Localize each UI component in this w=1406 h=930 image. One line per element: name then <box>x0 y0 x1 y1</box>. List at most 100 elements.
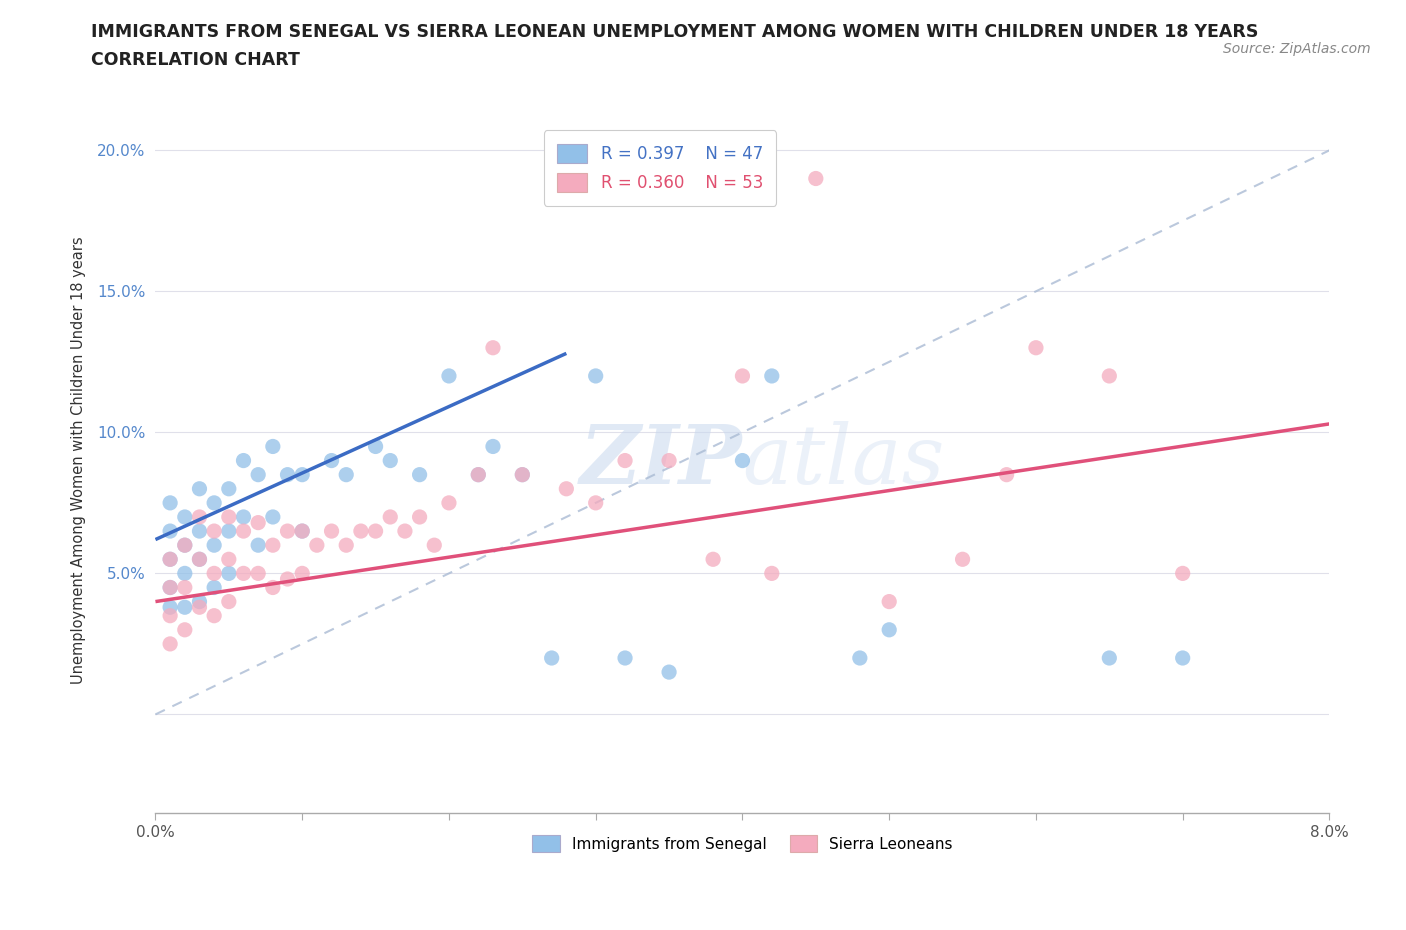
Point <box>291 524 314 538</box>
Point <box>173 510 195 525</box>
Text: Source: ZipAtlas.com: Source: ZipAtlas.com <box>1223 42 1371 56</box>
Point <box>408 467 430 482</box>
Point <box>159 600 181 615</box>
Text: atlas: atlas <box>742 420 945 500</box>
Point <box>232 566 254 581</box>
Point <box>380 510 402 525</box>
Point <box>731 368 754 383</box>
Point <box>173 600 195 615</box>
Point <box>218 482 240 497</box>
Point <box>262 510 284 525</box>
Point <box>202 538 225 552</box>
Point <box>232 510 254 525</box>
Point <box>188 600 211 615</box>
Point <box>247 538 270 552</box>
Point <box>218 566 240 581</box>
Point <box>658 453 681 468</box>
Point <box>291 467 314 482</box>
Point <box>159 551 181 566</box>
Point <box>423 538 446 552</box>
Point <box>232 453 254 468</box>
Point <box>276 524 298 538</box>
Point <box>364 439 387 454</box>
Point <box>761 566 783 581</box>
Point <box>262 580 284 595</box>
Point <box>804 171 827 186</box>
Point <box>321 453 343 468</box>
Point <box>159 551 181 566</box>
Point <box>761 368 783 383</box>
Text: ZIP: ZIP <box>579 420 742 500</box>
Point <box>291 566 314 581</box>
Point <box>173 566 195 581</box>
Point <box>877 622 900 637</box>
Point <box>335 538 357 552</box>
Point <box>585 496 607 511</box>
Text: CORRELATION CHART: CORRELATION CHART <box>91 51 301 69</box>
Point <box>159 608 181 623</box>
Point <box>188 594 211 609</box>
Point <box>658 665 681 680</box>
Point <box>262 439 284 454</box>
Point <box>232 524 254 538</box>
Point <box>482 340 505 355</box>
Point <box>1171 651 1194 666</box>
Point <box>173 622 195 637</box>
Point <box>1025 340 1047 355</box>
Point <box>437 496 460 511</box>
Point <box>350 524 373 538</box>
Point <box>510 467 533 482</box>
Point <box>467 467 489 482</box>
Point <box>467 467 489 482</box>
Point <box>262 538 284 552</box>
Point <box>335 467 357 482</box>
Point <box>540 651 562 666</box>
Point <box>321 524 343 538</box>
Point <box>188 510 211 525</box>
Point <box>202 496 225 511</box>
Point <box>159 496 181 511</box>
Point <box>218 524 240 538</box>
Legend: Immigrants from Senegal, Sierra Leoneans: Immigrants from Senegal, Sierra Leoneans <box>526 829 959 858</box>
Point <box>188 551 211 566</box>
Point <box>1171 566 1194 581</box>
Point <box>202 566 225 581</box>
Point <box>291 524 314 538</box>
Point <box>510 467 533 482</box>
Point <box>202 524 225 538</box>
Point <box>614 651 637 666</box>
Point <box>276 467 298 482</box>
Point <box>952 551 974 566</box>
Y-axis label: Unemployment Among Women with Children Under 18 years: Unemployment Among Women with Children U… <box>72 237 86 684</box>
Point <box>877 594 900 609</box>
Point <box>247 566 270 581</box>
Point <box>159 580 181 595</box>
Point <box>218 594 240 609</box>
Point <box>159 580 181 595</box>
Point <box>482 439 505 454</box>
Point <box>188 482 211 497</box>
Point <box>995 467 1018 482</box>
Point <box>849 651 872 666</box>
Point <box>159 524 181 538</box>
Point <box>202 580 225 595</box>
Point <box>247 467 270 482</box>
Point <box>247 515 270 530</box>
Point <box>408 510 430 525</box>
Point <box>702 551 724 566</box>
Point <box>585 368 607 383</box>
Point <box>173 580 195 595</box>
Text: IMMIGRANTS FROM SENEGAL VS SIERRA LEONEAN UNEMPLOYMENT AMONG WOMEN WITH CHILDREN: IMMIGRANTS FROM SENEGAL VS SIERRA LEONEA… <box>91 23 1258 41</box>
Point <box>173 538 195 552</box>
Point <box>188 551 211 566</box>
Point <box>305 538 328 552</box>
Point <box>364 524 387 538</box>
Point <box>731 453 754 468</box>
Point <box>437 368 460 383</box>
Point <box>173 538 195 552</box>
Point <box>276 572 298 587</box>
Point <box>159 636 181 651</box>
Point <box>218 510 240 525</box>
Point <box>218 551 240 566</box>
Point <box>614 453 637 468</box>
